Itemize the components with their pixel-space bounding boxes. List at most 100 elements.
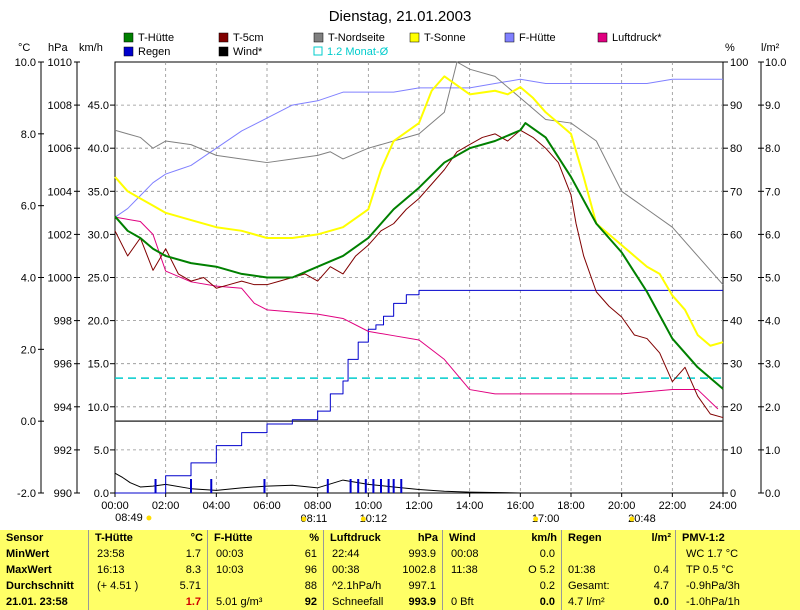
- tick-humidity-2: 80: [730, 143, 742, 155]
- tick-temp-4: 2.0: [21, 344, 36, 356]
- stats-header-label: T-Hütte: [95, 532, 133, 544]
- stats-row-thuette-3: 1.7: [89, 594, 207, 610]
- tick-pressure-2: 1006: [48, 143, 72, 155]
- stats-row-value: 0.2: [539, 580, 555, 592]
- tick-rain-2: 8.0: [765, 143, 780, 155]
- tick-humidity-3: 70: [730, 186, 742, 198]
- stats-header-unit: l/m²: [651, 532, 671, 544]
- time-annotation-marker-3: [533, 516, 539, 522]
- tick-temp-2: 6.0: [21, 201, 36, 213]
- tick-temp-0: 10.0: [15, 57, 36, 69]
- tick-rain-6: 4.0: [765, 316, 780, 328]
- tick-x-9: 18:00: [557, 500, 585, 512]
- stats-col-luftdruck: Luftdruck hPa 22:44 993.9 00:38 1002.8 ^2.1hPa…: [323, 530, 442, 610]
- time-annotation-marker-4: [629, 516, 635, 522]
- tick-x-0: 00:00: [101, 500, 129, 512]
- stats-row-value: -0.9hPa/3h: [686, 580, 740, 592]
- tick-pressure-10: 990: [54, 488, 72, 500]
- stats-row-luftdruck-1: 00:38 1002.8: [324, 562, 442, 578]
- series-lines: [114, 61, 724, 494]
- tick-wind-9: 0.0: [94, 488, 109, 500]
- stats-row-fhuette-1: 10:03 96: [208, 562, 323, 578]
- stats-row-luftdruck-2: ^2.1hPa/h 997.1: [324, 578, 442, 594]
- tick-pressure-0: 1010: [48, 57, 72, 69]
- stats-row-sensor-1: MaxWert: [0, 562, 88, 578]
- tick-rain-0: 10.0: [765, 57, 786, 69]
- chart-title: Dienstag, 21.01.2003: [329, 8, 472, 25]
- stats-header-unit: hPa: [417, 532, 438, 544]
- tick-x-11: 22:00: [659, 500, 687, 512]
- stats-row-fhuette-0: 00:03 61: [208, 546, 323, 562]
- stats-row-value: 96: [304, 564, 317, 576]
- legend-swatch-0: [123, 32, 134, 43]
- tick-wind-8: 5.0: [94, 445, 109, 457]
- stats-row-label: MinWert: [6, 548, 50, 560]
- series-t-sonne: [114, 75, 724, 347]
- stats-header-label: Regen: [568, 532, 602, 544]
- tick-temp-3: 4.0: [21, 273, 36, 285]
- series-f-h-tte: [114, 78, 723, 218]
- tick-wind-1: 40.0: [88, 143, 109, 155]
- stats-row-thuette-2: (+ 4.51 ) 5.71: [89, 578, 207, 594]
- stats-row-time: 00:38: [332, 564, 360, 576]
- tick-pressure-1: 1008: [48, 100, 72, 112]
- time-annotations: 08:49 08:11 10:12 17:00 20:48: [115, 512, 656, 525]
- tick-pressure-5: 1000: [48, 273, 72, 285]
- tick-rain-9: 1.0: [765, 445, 780, 457]
- tick-wind-3: 30.0: [88, 229, 109, 241]
- tick-x-3: 06:00: [253, 500, 281, 512]
- stats-row-value: 1002.8: [402, 564, 436, 576]
- stats-row-value: -1.0hPa/1h: [686, 596, 740, 608]
- stats-row-time: 23:58: [97, 548, 125, 560]
- tick-humidity-10: 0: [730, 488, 736, 500]
- tick-wind-4: 25.0: [88, 273, 109, 285]
- tick-pressure-3: 1004: [48, 186, 72, 198]
- stats-header-unit: %: [309, 532, 319, 544]
- stats-row-time: 16:13: [97, 564, 125, 576]
- legend-label-monthly-avg: 1.2 Monat-Ø: [327, 46, 389, 58]
- tick-x-7: 14:00: [456, 500, 484, 512]
- axis-label-temp: °C: [18, 42, 30, 54]
- time-annotation-marker-1: [301, 516, 307, 522]
- tick-rain-8: 2.0: [765, 402, 780, 414]
- stats-col-thuette: T-Hütte °C 23:58 1.7 16:13 8.3 (+ 4.51 ) 5.71 1.…: [88, 530, 207, 610]
- tick-temp-1: 8.0: [21, 129, 36, 141]
- legend-swatch-5: [597, 32, 608, 43]
- tick-rain-1: 9.0: [765, 100, 780, 112]
- axis-label-wind: km/h: [79, 42, 103, 54]
- legend-swatch-2: [313, 32, 324, 43]
- tick-x-1: 02:00: [152, 500, 180, 512]
- stats-row-time: (+ 4.51 ): [97, 580, 139, 592]
- stats-row-pmv-1: TP 0.5 °C: [676, 562, 800, 578]
- stats-row-time: 4.7 l/m²: [568, 596, 605, 608]
- stats-header-label: PMV-1:2: [682, 532, 725, 544]
- stats-row-label: 21.01. 23:58: [6, 596, 68, 608]
- stats-header-label: F-Hütte: [214, 532, 253, 544]
- stats-row-value: O 5.2: [528, 564, 555, 576]
- stats-col-fhuette: F-Hütte% 00:03 61 10:03 96 88 5.01 g/m³ 92: [207, 530, 323, 610]
- stats-header-label: Wind: [449, 532, 476, 544]
- tick-temp-6: -2.0: [17, 488, 36, 500]
- stats-header-pmv: PMV-1:2: [676, 530, 800, 546]
- stats-header-fhuette: F-Hütte%: [208, 530, 323, 546]
- axis-label-rain: l/m²: [761, 42, 780, 54]
- tick-humidity-6: 40: [730, 316, 742, 328]
- legend-label-4: F-Hütte: [519, 32, 556, 44]
- time-annotation-2: 10:12: [360, 513, 388, 525]
- stats-row-value: 1.7: [185, 596, 201, 608]
- time-annotation-marker-0: [146, 515, 152, 521]
- time-annotation-0: 08:49: [115, 512, 143, 524]
- stats-row-time: 0 Bft: [451, 596, 474, 608]
- y-axes: 10.0 8.0 6.0 4.0 2.0 0.0 -2.0 1010 1008 1006 1004 1…: [15, 57, 787, 500]
- tick-x-8: 16:00: [507, 500, 535, 512]
- series-t-h-tte: [114, 122, 724, 390]
- stats-row-thuette-0: 23:58 1.7: [89, 546, 207, 562]
- stats-header-label: Sensor: [6, 532, 44, 544]
- tick-humidity-5: 50: [730, 273, 742, 285]
- tick-x-10: 20:00: [608, 500, 636, 512]
- tick-rain-4: 6.0: [765, 229, 780, 241]
- stats-header-wind: Wind km/h: [443, 530, 561, 546]
- stats-header-luftdruck: Luftdruck hPa: [324, 530, 442, 546]
- tick-x-4: 08:00: [304, 500, 332, 512]
- stats-header-unit: km/h: [531, 532, 557, 544]
